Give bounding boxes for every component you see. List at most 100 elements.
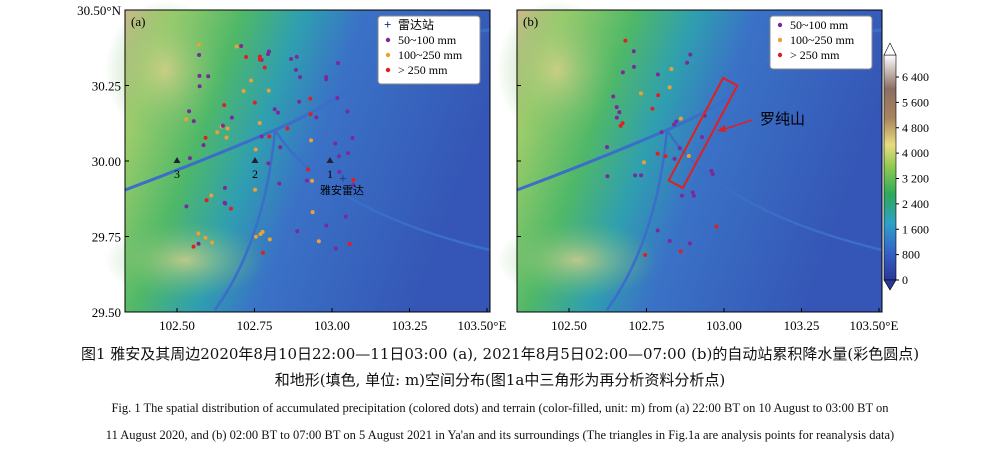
station-dot xyxy=(655,72,660,77)
station-dot xyxy=(224,135,229,140)
station-dot xyxy=(679,193,684,198)
station-dot xyxy=(222,200,227,205)
legend-dot xyxy=(777,52,783,58)
station-dot xyxy=(277,181,282,186)
station-dot xyxy=(667,239,672,244)
legend-label: 100~250 mm xyxy=(398,48,463,62)
legend-label: 50~100 mm xyxy=(790,18,849,32)
station-dot xyxy=(241,88,246,93)
station-dot xyxy=(710,172,715,177)
highland xyxy=(497,220,657,300)
station-dot xyxy=(316,239,321,244)
river xyxy=(273,129,491,252)
legend-dot xyxy=(777,22,783,28)
station-dot xyxy=(614,105,619,110)
station-dot xyxy=(655,228,660,233)
station-dot xyxy=(633,173,638,178)
station-dot xyxy=(674,119,679,124)
legend-label: > 250 mm xyxy=(790,48,840,62)
y-tick-label: 29.75 xyxy=(92,230,121,245)
x-tick-label: 102.75 xyxy=(629,318,665,333)
station-dot xyxy=(252,100,257,105)
station-dot xyxy=(187,156,192,161)
station-dot xyxy=(687,241,692,246)
station-dot xyxy=(228,206,233,211)
station-dot xyxy=(350,136,355,141)
station-dot xyxy=(196,241,201,246)
station-dot xyxy=(650,106,655,111)
x-tick-label: 102.50 xyxy=(551,318,587,333)
legend-dot xyxy=(777,37,783,43)
station-dot xyxy=(709,169,714,174)
station-dot xyxy=(266,88,271,93)
station-dot xyxy=(638,91,643,96)
station-dot xyxy=(222,103,227,108)
station-dot xyxy=(293,67,298,72)
x-tick-label: 103.25 xyxy=(784,318,820,333)
point-label: 2 xyxy=(252,167,258,181)
station-dot xyxy=(678,249,683,254)
station-dot xyxy=(201,143,206,148)
legend-dot xyxy=(385,37,391,43)
station-dot xyxy=(685,60,690,65)
station-dot xyxy=(714,224,719,229)
x-tick-label: 103.50°E xyxy=(458,318,507,333)
station-dot xyxy=(253,147,258,152)
station-dot xyxy=(294,54,299,59)
station-dot xyxy=(203,135,208,140)
station-dot xyxy=(197,53,202,58)
colorbar-label: 800 xyxy=(902,248,920,262)
legend-label: > 250 mm xyxy=(398,63,448,77)
station-dot xyxy=(259,134,264,139)
colorbar-top xyxy=(883,42,897,56)
station-dot xyxy=(260,250,265,255)
station-dot xyxy=(297,99,302,104)
station-dot xyxy=(295,229,300,234)
station-dot xyxy=(191,244,196,249)
legend-label: 50~100 mm xyxy=(398,33,457,47)
colorbar xyxy=(883,54,897,281)
station-dot xyxy=(641,160,646,165)
colorbar-label: 4 800 xyxy=(902,121,929,135)
station-dot xyxy=(257,57,262,62)
station-dot xyxy=(614,115,619,120)
station-dot xyxy=(222,185,227,190)
x-tick-label: 103.00 xyxy=(314,318,350,333)
station-dot xyxy=(605,174,610,179)
station-dot xyxy=(333,246,338,251)
station-dot xyxy=(184,117,189,122)
x-tick-label: 103.50°E xyxy=(850,318,899,333)
station-dot xyxy=(239,44,244,49)
station-dot xyxy=(346,151,351,156)
station-dot xyxy=(605,145,610,150)
station-dot xyxy=(267,237,272,242)
colorbar-label: 1 600 xyxy=(902,222,929,236)
station-dot xyxy=(655,151,660,156)
station-dot xyxy=(347,241,352,246)
legend-label: 雷达站 xyxy=(398,18,434,32)
station-dot xyxy=(639,173,644,178)
station-dot xyxy=(203,235,208,240)
station-dot xyxy=(690,190,695,195)
station-dot xyxy=(257,120,262,125)
highland xyxy=(105,220,265,300)
station-dot xyxy=(669,67,674,72)
radar-label: 雅安雷达 xyxy=(320,183,364,197)
station-dot xyxy=(631,49,636,54)
station-dot xyxy=(309,138,314,143)
station-dot xyxy=(275,110,280,115)
caption-zh-1: 图1 雅安及其周边2020年8月10日22:00—11日03:00 (a), 2… xyxy=(80,345,920,363)
station-dot xyxy=(324,77,329,82)
map-panel: 102.50 102.75 103.00 103.25 103.50°E (b) 50~10… xyxy=(497,0,899,333)
station-dot xyxy=(310,178,315,183)
station-dot xyxy=(308,112,313,117)
y-tick-label: 30.00 xyxy=(92,154,121,169)
colorbar-label: 3 200 xyxy=(902,172,929,186)
station-dot xyxy=(298,75,303,80)
station-dot xyxy=(262,65,267,70)
panel-label: (a) xyxy=(131,14,145,29)
analysis-point xyxy=(251,157,259,163)
station-dot xyxy=(617,110,622,115)
station-dot xyxy=(191,119,196,124)
